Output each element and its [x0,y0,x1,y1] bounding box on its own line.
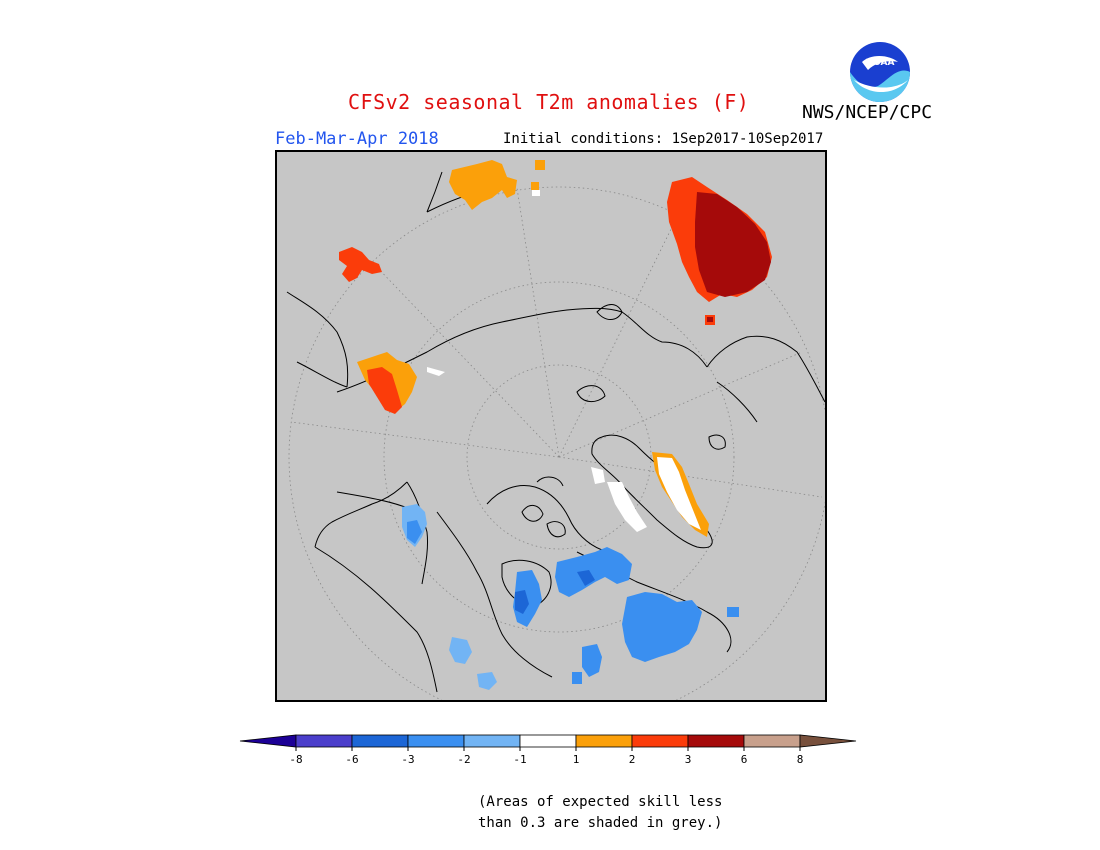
coastlines [286,171,825,693]
skill-footnote: (Areas of expected skill less than 0.3 a… [478,792,722,834]
agency-label: NWS/NCEP/CPC [802,102,933,123]
colorbar-swatch [463,734,521,748]
season-label: Feb-Mar-Apr 2018 [275,129,439,149]
latitude-circles [288,186,825,700]
colorbar-swatch [575,734,633,748]
colorbar-tick-label: -1 [513,753,526,766]
colorbar-swatch [239,734,297,748]
colorbar-swatch [743,734,801,748]
colorbar-tick-label: -8 [289,753,302,766]
colorbar-tick-label: 1 [573,753,580,766]
map-panel [275,150,827,702]
colorbar-swatch [519,734,577,748]
colorbar-tick-label: -6 [345,753,358,766]
logo-text: NOAA [866,58,895,68]
anomaly-fields [339,160,772,690]
colorbar: -8 -6 -3 -2 -1 1 2 3 6 8 [239,734,857,766]
footnote-line-2: than 0.3 are shaded in grey.) [478,815,723,831]
map-title: CFSv2 seasonal T2m anomalies (F) [348,90,750,114]
initial-conditions-label: Initial conditions: 1Sep2017-10Sep2017 [503,131,824,147]
colorbar-swatch [295,734,353,748]
colorbar-swatch [631,734,689,748]
colorbar-tick-label: 6 [741,753,748,766]
colorbar-tick-label: 3 [685,753,692,766]
colorbar-tick-label: 2 [629,753,636,766]
colorbar-swatch [351,734,409,748]
polar-map [286,160,825,700]
colorbar-swatch [407,734,465,748]
colorbar-tick-label: -3 [401,753,414,766]
noaa-logo: NOAA [850,42,910,102]
colorbar-swatch [687,734,745,748]
footnote-line-1: (Areas of expected skill less [478,794,723,810]
longitude-lines [290,187,823,498]
colorbar-swatch [799,734,857,748]
colorbar-tick-label: -2 [457,753,470,766]
colorbar-tick-label: 8 [797,753,804,766]
